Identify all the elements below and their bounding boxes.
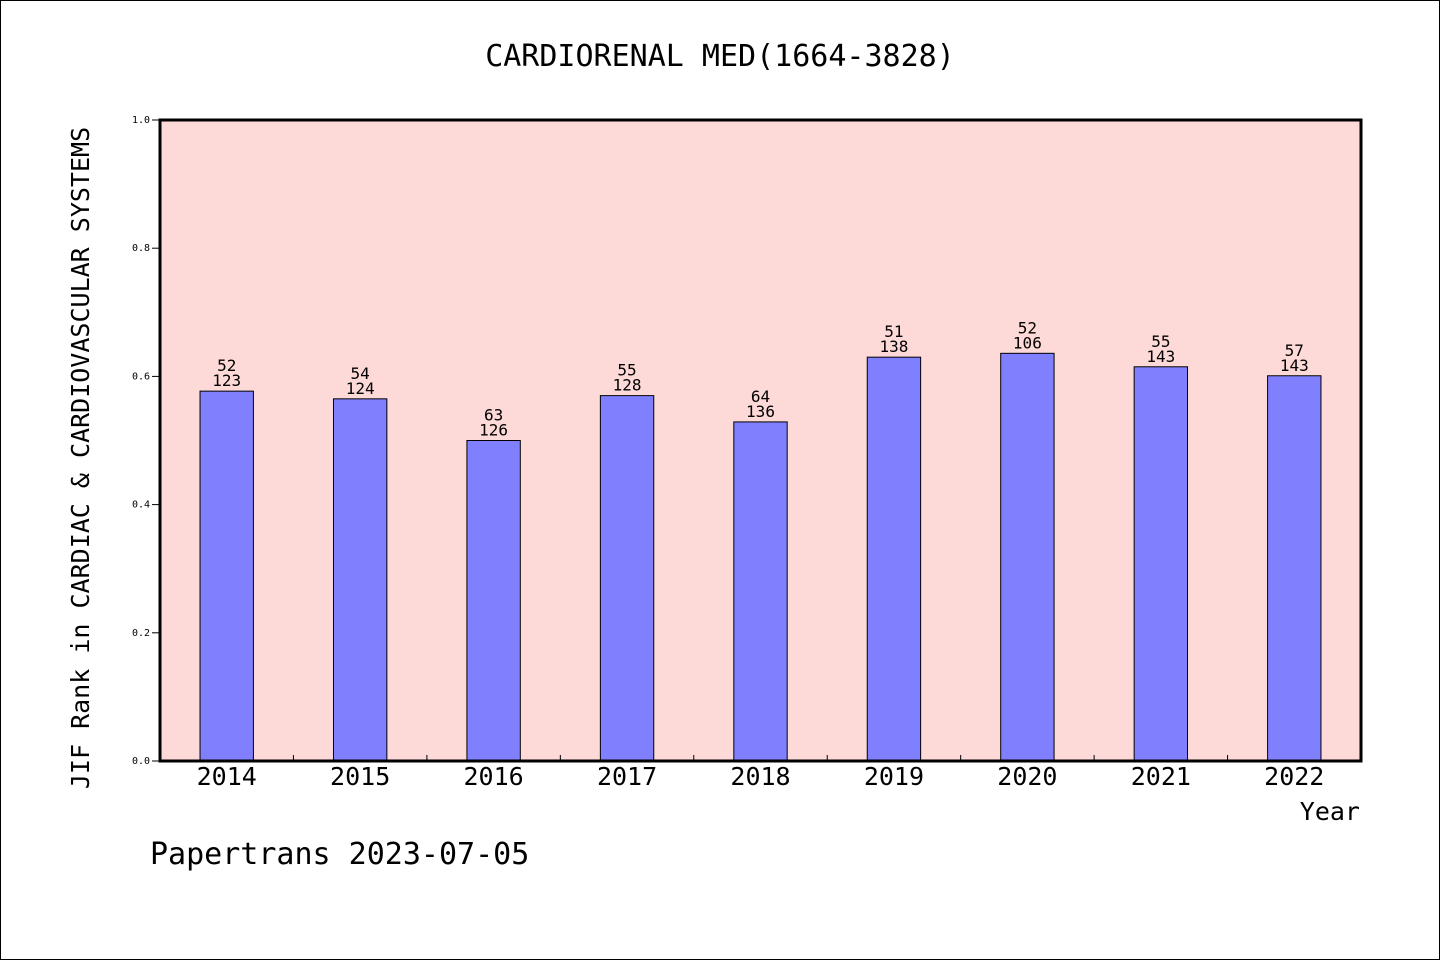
y-tick-label: 0.4 — [132, 500, 150, 511]
x-tick-label: 2022 — [1264, 762, 1324, 791]
bar-2014 — [199, 390, 254, 762]
x-tick-label: 2015 — [330, 762, 390, 791]
bar-rank-label: 54 — [351, 364, 370, 383]
x-tick-label: 2017 — [597, 762, 657, 791]
bar-2021 — [1133, 366, 1189, 762]
bar-rank-label: 63 — [484, 406, 503, 425]
bar-2020 — [1000, 352, 1055, 762]
y-axis-label: JIF Rank in CARDIAC & CARDIOVASCULAR SYS… — [66, 127, 95, 789]
bar-2019 — [866, 356, 922, 762]
x-tick-label: 2014 — [197, 762, 257, 791]
bar-total-label: 124 — [346, 379, 375, 398]
bar-total-label: 126 — [479, 421, 508, 440]
x-tick-label: 2016 — [464, 762, 524, 791]
bar-total-label: 106 — [1013, 333, 1042, 352]
bar-2016 — [466, 440, 521, 762]
x-tick-label: 2018 — [730, 762, 790, 791]
x-tick-label: 2020 — [997, 762, 1057, 791]
bar-total-label: 143 — [1280, 356, 1309, 375]
bar-total-label: 128 — [613, 376, 642, 395]
x-tick-label: 2019 — [864, 762, 924, 791]
bar-total-label: 138 — [879, 337, 908, 356]
plot-border — [158, 118, 1363, 763]
bar-total-label: 123 — [212, 371, 241, 390]
bar-2018 — [733, 421, 788, 762]
x-tick-label: 2021 — [1131, 762, 1191, 791]
bar-total-label: 143 — [1146, 347, 1175, 366]
bar-2015 — [332, 398, 388, 762]
bar-2022 — [1267, 375, 1322, 762]
x-axis-label: Year — [1300, 797, 1360, 826]
y-tick-label: 0.0 — [132, 756, 150, 767]
chart-title: CARDIORENAL MED(1664-3828) — [485, 39, 955, 74]
y-tick-label: 0.2 — [132, 628, 150, 639]
ticks-group: 2014 2015 2016 2017 2018 2019 2020 2021 2022 0.0 0… — [132, 115, 1324, 791]
y-tick-label: 0.8 — [132, 243, 150, 254]
bar-rank-label: 52 — [1018, 318, 1037, 337]
y-tick-label: 1.0 — [132, 115, 150, 126]
watermark-text: Papertrans 2023-07-05 — [150, 837, 529, 872]
bar-rank-label: 57 — [1285, 341, 1304, 360]
bar-rank-label: 64 — [751, 387, 770, 406]
bar-rank-label: 55 — [617, 361, 636, 380]
bar-rank-label: 55 — [1151, 332, 1170, 351]
bar-rank-label: 52 — [217, 356, 236, 375]
bar-2017 — [599, 395, 655, 762]
y-tick-label: 0.6 — [132, 371, 150, 382]
bar-total-label: 136 — [746, 402, 775, 421]
bar-rank-label: 51 — [884, 322, 903, 341]
